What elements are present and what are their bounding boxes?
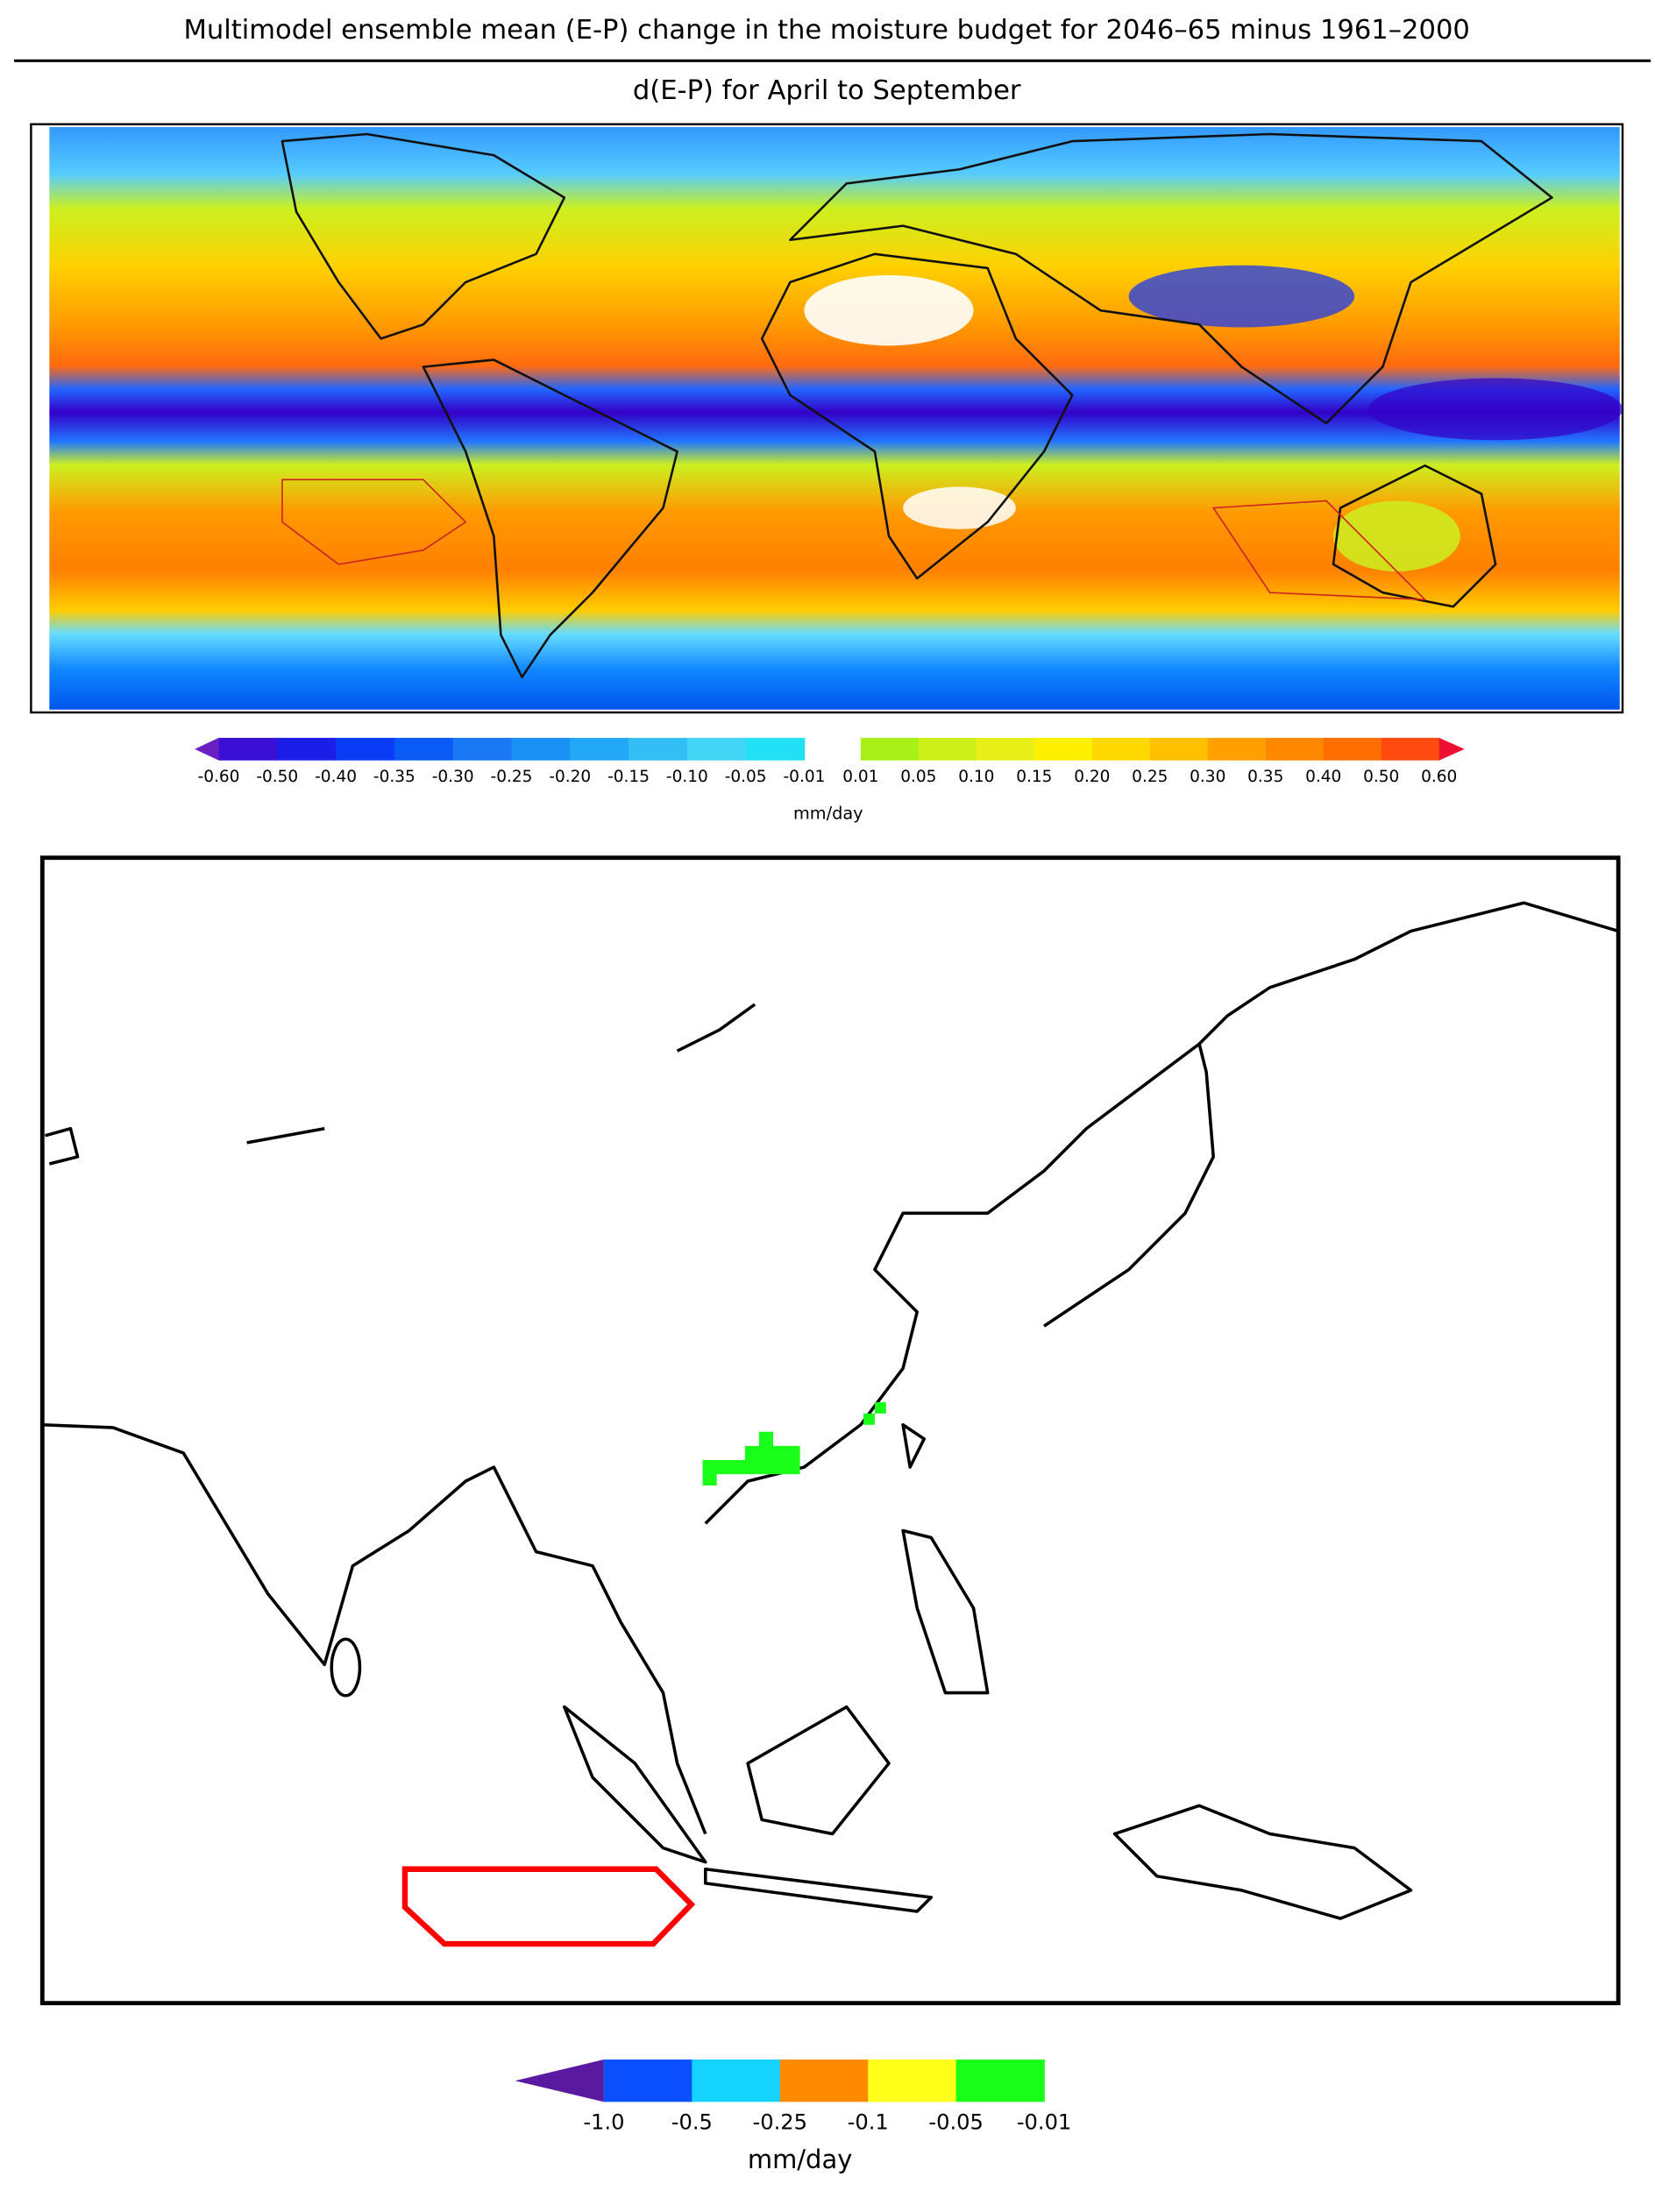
colorbar-swatch — [1033, 737, 1093, 761]
colorbar-label: -0.1 — [848, 2109, 889, 2134]
colorbar-swatch — [1323, 737, 1382, 761]
colorbar-label: 0.50 — [1363, 768, 1399, 786]
green-cell — [863, 1413, 875, 1425]
colorbar-arrow — [515, 2060, 604, 2102]
colorbar-label: -0.05 — [928, 2109, 983, 2134]
colorbar-label: -0.20 — [549, 768, 591, 786]
colorbar-label: -0.40 — [315, 768, 357, 786]
colorbar-label: -0.50 — [256, 768, 298, 786]
colorbar-unit: mm/day — [748, 2145, 852, 2174]
colorbar-label: 0.30 — [1190, 768, 1225, 786]
colorbar-swatch — [918, 737, 977, 761]
colorbar-label: -0.15 — [607, 768, 650, 786]
colorbar-label: -1.0 — [583, 2109, 624, 2134]
colorbar-swatch — [1207, 737, 1267, 761]
panel-subtitle: d(E-P) for April to September — [633, 75, 1021, 106]
colorbar-unit: mm/day — [793, 803, 863, 823]
colorbar-label: 0.20 — [1074, 768, 1110, 786]
colorbar-swatch — [1265, 737, 1325, 761]
colorbar-label: -0.25 — [753, 2109, 807, 2134]
colorbar-label: -0.01 — [1017, 2109, 1071, 2134]
colorbar-swatch — [603, 2060, 693, 2102]
colorbar-swatch — [570, 737, 629, 761]
top-colorbar: -0.60 -0.50 -0.40 -0.35 -0.30 -0.25 -0.20 -0.15… — [195, 737, 1465, 786]
green-cell — [874, 1402, 886, 1414]
colorbar-swatch — [511, 737, 572, 761]
colorbar-swatch — [1091, 737, 1151, 761]
colorbar-label: 0.40 — [1305, 768, 1341, 786]
colorbar-label: 0.60 — [1421, 768, 1457, 786]
colorbar-label: -0.25 — [491, 768, 533, 786]
colorbar-label: 0.15 — [1016, 768, 1052, 786]
region-outline — [401, 1866, 696, 1947]
colorbar-label: 0.25 — [1132, 768, 1168, 786]
colorbar-label: 0.10 — [958, 768, 994, 786]
colorbar-label: -0.60 — [198, 768, 240, 786]
colorbar-label: 0.35 — [1247, 768, 1283, 786]
colorbar-swatch — [394, 737, 454, 761]
colorbar-label: -0.5 — [671, 2109, 713, 2134]
colorbar-swatch — [779, 2060, 869, 2102]
colorbar-label: -0.35 — [373, 768, 416, 786]
colorbar-label: -0.01 — [784, 768, 826, 786]
colorbar-swatch — [686, 737, 747, 761]
colorbar-swatch — [452, 737, 513, 761]
figure-title: Multimodel ensemble mean (E-P) change in… — [183, 15, 1469, 46]
colorbar-swatch — [955, 2060, 1045, 2102]
colorbar-label: 0.01 — [842, 768, 878, 786]
colorbar-swatch — [277, 737, 337, 761]
colorbar-swatch — [745, 737, 806, 761]
green-cells — [702, 1431, 800, 1485]
colorbar-arrow — [195, 737, 219, 761]
colorbar-swatch — [860, 737, 920, 761]
global-map — [30, 123, 1624, 714]
colorbar-arrow — [1438, 737, 1465, 761]
colorbar-label: -0.10 — [666, 768, 708, 786]
bottom-colorbar: -1.0 -0.5 -0.25 -0.1 -0.05 -0.01 — [515, 2060, 1071, 2134]
colorbar-label: -0.30 — [432, 768, 474, 786]
colorbar-swatch — [629, 737, 688, 761]
colorbar-label: 0.05 — [900, 768, 936, 786]
colorbar-swatch — [868, 2060, 957, 2102]
colorbar-label: -0.05 — [725, 768, 767, 786]
regional-map — [39, 855, 1621, 2006]
colorbar-swatch — [692, 2060, 781, 2102]
colorbar-swatch — [1149, 737, 1209, 761]
colorbar-swatch — [218, 737, 279, 761]
colorbar-swatch — [336, 737, 395, 761]
colorbar-swatch — [1381, 737, 1440, 761]
colorbar-swatch — [976, 737, 1035, 761]
